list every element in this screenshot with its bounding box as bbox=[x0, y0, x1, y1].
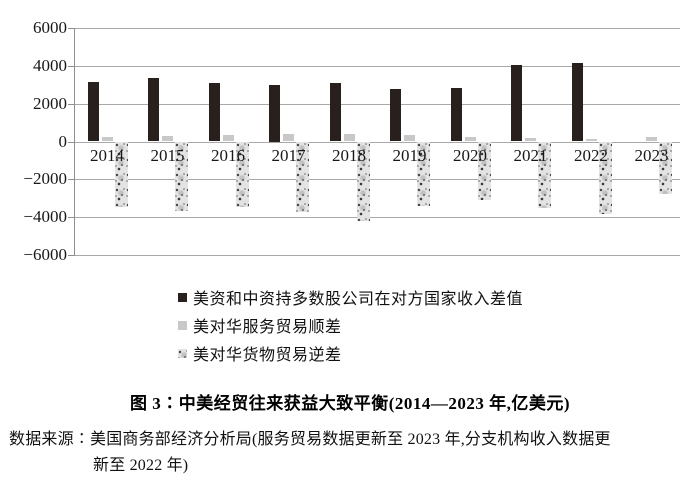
bar-black-2022 bbox=[571, 62, 583, 142]
bar-black-2018 bbox=[329, 83, 341, 142]
y-axis-tick-0 bbox=[68, 141, 74, 143]
bar-gray-2020 bbox=[464, 136, 476, 142]
bar-gray-2018 bbox=[343, 134, 355, 142]
figure-caption: 图 3∶中美经贸往来获益大致平衡(2014—2023 年,亿美元) bbox=[129, 394, 571, 413]
bar-pattern-2020 bbox=[477, 141, 491, 201]
bar-black-2015 bbox=[148, 78, 159, 142]
bar-gray-2015 bbox=[162, 135, 173, 142]
gridline-2000 bbox=[75, 103, 680, 105]
bar-pattern-2015 bbox=[175, 141, 188, 211]
legend-item-income-gap: 美资和中资持多数股公司在对方国家收入差值 bbox=[178, 283, 523, 311]
legend-item-services-surplus: 美对华服务贸易顺差 bbox=[178, 311, 523, 339]
y-axis-label--6000: −6000 bbox=[23, 245, 67, 264]
gridline-4000 bbox=[75, 65, 680, 67]
y-axis-tick--2000 bbox=[68, 179, 74, 181]
gridline--4000 bbox=[75, 217, 680, 219]
bar-pattern-2021 bbox=[538, 141, 551, 209]
y-axis-label-6000: 6000 bbox=[33, 18, 67, 37]
y-axis-tick-4000 bbox=[68, 65, 74, 67]
x-axis-label-2019: 2019 bbox=[392, 145, 427, 165]
y-axis-label--2000: −2000 bbox=[23, 169, 67, 189]
x-axis-label-2015: 2015 bbox=[150, 145, 185, 165]
bar-black-2017 bbox=[269, 84, 280, 142]
y-axis-label--4000: −4000 bbox=[23, 207, 67, 227]
bar-pattern-2016 bbox=[235, 141, 249, 208]
legend-label-goods-deficit: 美对华货物贸易逆差 bbox=[193, 347, 342, 364]
data-source-line-1: 数据来源∶美国商务部经济分析局(服务贸易数据更新至 2023 年,分支机构收入数… bbox=[9, 431, 611, 448]
legend-swatch-pattern-icon bbox=[178, 348, 187, 358]
bar-gray-2017 bbox=[283, 133, 294, 142]
chart-legend: 美资和中资持多数股公司在对方国家收入差值 美对华服务贸易顺差 美对华货物贸易逆差 bbox=[178, 283, 523, 367]
bar-gray-2022 bbox=[585, 139, 597, 142]
bar-pattern-2022 bbox=[598, 141, 612, 214]
y-axis-tick-6000 bbox=[68, 28, 74, 29]
y-axis-tick--4000 bbox=[68, 217, 74, 219]
bar-gray-2019 bbox=[404, 134, 415, 142]
bar-pattern-2014 bbox=[114, 141, 128, 207]
gridline-6000 bbox=[75, 28, 680, 29]
x-axis-label-2014: 2014 bbox=[90, 145, 124, 165]
bar-black-2021 bbox=[511, 64, 522, 142]
bar-black-2019 bbox=[390, 88, 401, 142]
bar-black-2014 bbox=[87, 81, 99, 142]
x-axis-label-2020: 2020 bbox=[453, 145, 487, 165]
bar-gray-2016 bbox=[222, 134, 234, 142]
bar-gray-2021 bbox=[525, 138, 536, 142]
data-source-line-2: 新至 2022 年) bbox=[93, 457, 189, 474]
legend-label-services-surplus: 美对华服务贸易顺差 bbox=[193, 319, 342, 336]
plot-area: 2014 2015 2016 2017 2018 2019 2020 2021 2022 2023 bbox=[68, 28, 680, 256]
x-axis-label-2022: 2022 bbox=[574, 145, 608, 165]
y-axis-tick--6000 bbox=[68, 255, 74, 256]
y-axis-tick-2000 bbox=[68, 103, 74, 105]
bar-pattern-2018 bbox=[356, 141, 370, 221]
y-axis-line bbox=[74, 28, 75, 256]
gridline--6000 bbox=[75, 255, 680, 256]
bar-black-2020 bbox=[450, 87, 462, 142]
y-axis-label-4000: 4000 bbox=[33, 55, 67, 75]
x-axis-label-2016: 2016 bbox=[211, 145, 245, 165]
bar-chart: 2014 2015 2016 2017 2018 2019 2020 2021 2022 2023… bbox=[23, 18, 680, 264]
bar-pattern-2023 bbox=[659, 141, 672, 195]
gridline-0 bbox=[75, 141, 680, 143]
bar-gray-2023 bbox=[646, 136, 657, 142]
bar-gray-2014 bbox=[101, 136, 113, 142]
legend-swatch-black-icon bbox=[178, 292, 187, 302]
legend-swatch-gray-icon bbox=[178, 320, 187, 330]
y-axis-label-2000: 2000 bbox=[33, 93, 67, 113]
gridline--2000 bbox=[75, 179, 680, 181]
bar-pattern-2019 bbox=[417, 141, 430, 207]
bar-pattern-2017 bbox=[296, 141, 309, 213]
x-axis-label-2018: 2018 bbox=[332, 145, 366, 165]
x-axis-label-2021: 2021 bbox=[513, 145, 548, 165]
y-axis-label-0: 0 bbox=[58, 131, 68, 151]
bar-black-2016 bbox=[208, 82, 220, 142]
x-axis-label-2017: 2017 bbox=[271, 145, 306, 165]
x-axis-label-2023: 2023 bbox=[634, 145, 669, 165]
legend-item-goods-deficit: 美对华货物贸易逆差 bbox=[178, 339, 523, 367]
legend-label-income-gap: 美资和中资持多数股公司在对方国家收入差值 bbox=[193, 291, 524, 308]
